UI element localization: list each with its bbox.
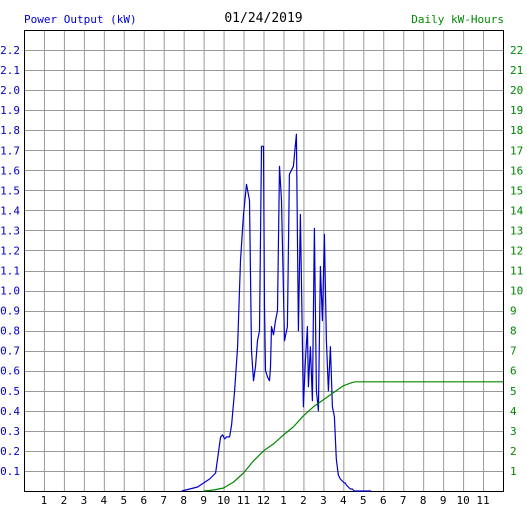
x-tick-label: 9 [200,494,207,507]
x-tick-label: 3 [81,494,88,507]
plot-frame [24,30,504,492]
y-left-tick-label: 1.4 [0,204,20,217]
y-left-tick-label: 0.5 [0,385,20,398]
y-left-tick-label: 0.7 [0,345,20,358]
y-right-tick-label: 13 [510,224,523,237]
x-tick-label: 10 [456,494,469,507]
y-left-tick-label: 0.2 [0,445,20,458]
y-left-tick-label: 0.1 [0,465,20,478]
y-left-tick-label: 0.6 [0,365,20,378]
y-left-tick-label: 1.5 [0,184,20,197]
y-right-tick-label: 12 [510,244,523,257]
y-left-tick-label: 1.2 [0,244,20,257]
y-right-tick-label: 10 [510,285,523,298]
y-left-tick-label: 0.4 [0,405,20,418]
y-left-tick-label: 1.8 [0,124,20,137]
x-tick-label: 6 [140,494,147,507]
y-right-tick-label: 16 [510,164,523,177]
y-left-tick-label: 1.7 [0,144,20,157]
y-right-tick-label: 6 [510,365,517,378]
y-left-tick-label: 2.2 [0,44,20,57]
x-tick-label: 11 [237,494,250,507]
energy-series-line [203,381,503,492]
x-tick-label: 3 [320,494,327,507]
y-right-tick-label: 21 [510,64,523,77]
y-left-tick-label: 1.0 [0,285,20,298]
y-right-tick-label: 19 [510,104,523,117]
y-left-tick-label: 0.3 [0,425,20,438]
x-tick-label: 6 [380,494,387,507]
x-tick-label: 2 [61,494,68,507]
y-right-tick-label: 14 [510,204,524,217]
x-tick-label: 7 [160,494,167,507]
y-left-tick-label: 0.9 [0,305,20,318]
chart-title: 01/24/2019 [224,11,303,26]
x-tick-label: 10 [217,494,230,507]
y-left-tick-label: 1.9 [0,104,20,117]
x-tick-label: 4 [340,494,347,507]
y-right-tick-label: 2 [510,445,517,458]
y-right-tick-label: 22 [510,44,523,57]
x-tick-label: 8 [420,494,427,507]
y-right-tick-label: 1 [510,465,517,478]
x-tick-label: 1 [280,494,287,507]
x-tick-label: 7 [400,494,407,507]
y-right-tick-label: 5 [510,385,517,398]
y-right-tick-label: 4 [510,405,517,418]
y-right-tick-label: 8 [510,325,517,338]
x-tick-label: 1 [41,494,48,507]
y-left-tick-label: 1.1 [0,265,20,278]
x-tick-label: 5 [120,494,127,507]
y-right-tick-label: 9 [510,305,517,318]
right-axis-title: Daily kW-Hours [411,13,504,26]
y-right-tick-label: 18 [510,124,523,137]
power-series-line [181,133,372,492]
y-left-tick-label: 2.1 [0,64,20,77]
x-tick-label: 5 [360,494,367,507]
y-right-tick-label: 7 [510,345,517,358]
y-right-tick-label: 17 [510,144,523,157]
y-right-tick-label: 20 [510,84,523,97]
y-right-tick-label: 15 [510,184,523,197]
x-tick-label: 2 [300,494,307,507]
left-axis-title: Power Output (kW) [24,13,137,26]
x-tick-label: 11 [476,494,489,507]
y-left-tick-label: 1.3 [0,224,20,237]
y-left-tick-label: 2.0 [0,84,20,97]
y-left-tick-label: 1.6 [0,164,20,177]
x-tick-label: 4 [101,494,108,507]
x-tick-label: 12 [257,494,270,507]
y-left-tick-label: 0.8 [0,325,20,338]
y-right-tick-label: 11 [510,265,523,278]
x-tick-label: 9 [440,494,447,507]
x-tick-label: 8 [180,494,187,507]
y-right-tick-label: 3 [510,425,517,438]
